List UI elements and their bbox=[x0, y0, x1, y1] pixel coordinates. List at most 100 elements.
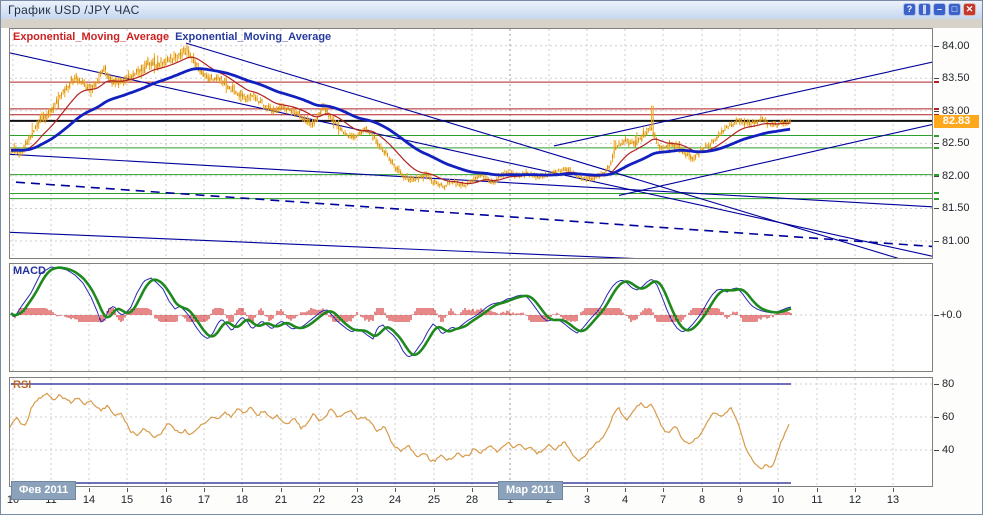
time-axis-tick bbox=[855, 488, 856, 492]
time-axis-tick bbox=[625, 488, 626, 492]
level-scale-tick bbox=[934, 81, 939, 84]
time-axis-tick bbox=[587, 488, 588, 492]
ema-slow-line bbox=[11, 67, 791, 177]
time-axis[interactable]: 10 11 14 15 16 17 18 21 22 23 24 25 28 1 2 3 4 7 8 9 10 11 12 1… bbox=[1, 481, 982, 514]
rsi-line bbox=[10, 392, 790, 470]
price-axis-label: 82.00 bbox=[942, 169, 970, 182]
time-axis-label: 21 bbox=[274, 494, 288, 506]
time-axis-tick bbox=[127, 488, 128, 492]
price-axis-tick bbox=[934, 241, 939, 242]
rsi-panel-label: RSI bbox=[13, 379, 32, 391]
rsi-axis-tick bbox=[934, 417, 939, 418]
time-axis-label: 24 bbox=[388, 494, 402, 506]
price-axis-tick bbox=[934, 208, 939, 210]
time-axis-tick bbox=[204, 488, 205, 492]
time-axis-label: 28 bbox=[465, 494, 479, 506]
time-axis-label: 2 bbox=[545, 494, 553, 506]
level-scale-tick bbox=[934, 192, 939, 195]
time-axis-tick bbox=[434, 488, 435, 492]
titlebar-pause-button[interactable]: ∥ bbox=[918, 3, 931, 16]
time-axis-tick bbox=[242, 488, 243, 492]
price-axis-tick bbox=[934, 143, 939, 145]
level-scale-tick bbox=[934, 107, 939, 110]
horizontal-level-lines bbox=[10, 81, 932, 200]
time-axis-label: 11 bbox=[811, 494, 823, 506]
time-axis-tick bbox=[89, 488, 90, 492]
time-axis-label: 15 bbox=[120, 494, 134, 506]
time-axis-tick bbox=[166, 488, 167, 492]
main-gridlines bbox=[10, 29, 932, 258]
macd-line bbox=[10, 266, 792, 358]
titlebar-buttons: ? ∥ – □ ✕ bbox=[903, 3, 976, 16]
time-axis-label: 11 bbox=[45, 494, 57, 506]
time-axis-label: 8 bbox=[698, 494, 706, 506]
time-axis-tick bbox=[817, 488, 818, 492]
price-axis-tick bbox=[934, 45, 939, 47]
time-axis-label: 25 bbox=[427, 494, 441, 506]
level-scale-tick bbox=[934, 197, 939, 200]
titlebar-maximize-button[interactable]: □ bbox=[948, 3, 961, 16]
titlebar-under-strip bbox=[1, 19, 982, 28]
time-axis-label: 1 bbox=[506, 494, 514, 506]
time-axis-tick bbox=[663, 488, 664, 492]
time-axis-tick bbox=[319, 488, 320, 492]
month-marker-feb: Фев 2011 bbox=[11, 481, 77, 500]
rsi-axis-tick bbox=[934, 384, 939, 385]
level-scale-tick bbox=[934, 173, 939, 176]
time-axis-label: 12 bbox=[848, 494, 862, 506]
level-scale-tick bbox=[934, 146, 939, 149]
macd-gridlines bbox=[10, 264, 932, 371]
time-axis-label: 14 bbox=[82, 494, 96, 506]
rsi-axis-tick bbox=[934, 450, 939, 451]
rsi-axis-label: 60 bbox=[942, 411, 955, 423]
window-title: График USD /JPY ЧАС bbox=[8, 3, 140, 17]
current-price-tag: 82.83 bbox=[934, 115, 979, 128]
time-axis-tick bbox=[702, 488, 703, 492]
titlebar-minimize-button[interactable]: – bbox=[933, 3, 946, 16]
rsi-indicator-chart[interactable] bbox=[9, 377, 933, 487]
title-bar[interactable]: График USD /JPY ЧАС ? ∥ – □ ✕ bbox=[1, 1, 982, 20]
time-axis-label: 3 bbox=[583, 494, 591, 506]
time-axis-label: 22 bbox=[312, 494, 326, 506]
price-axis-label: 83.50 bbox=[942, 72, 970, 85]
macd-signal-line bbox=[10, 266, 792, 357]
time-axis-tick bbox=[778, 488, 779, 492]
titlebar-help-button[interactable]: ? bbox=[903, 3, 916, 16]
titlebar-close-button[interactable]: ✕ bbox=[963, 3, 976, 16]
price-axis-label: 82.50 bbox=[942, 137, 970, 150]
price-axis-label: 81.00 bbox=[942, 235, 970, 247]
time-axis-tick bbox=[740, 488, 741, 492]
time-axis-label: 10 bbox=[771, 494, 785, 506]
price-axis-label: 84.00 bbox=[942, 39, 970, 52]
time-axis-label: 4 bbox=[621, 494, 629, 506]
price-axis-tick bbox=[934, 78, 939, 80]
level-scale-tick bbox=[934, 113, 939, 116]
price-axis-tick bbox=[934, 110, 939, 112]
macd-zero-tick bbox=[934, 315, 939, 316]
time-axis-label: 16 bbox=[159, 494, 173, 506]
price-axis-label: 81.50 bbox=[942, 202, 970, 215]
time-axis-tick bbox=[893, 488, 894, 492]
ema-label-blue: Exponential_Moving_Average bbox=[175, 31, 332, 43]
time-axis-label: 23 bbox=[350, 494, 364, 506]
ema-label-red: Exponential_Moving_Average bbox=[13, 31, 170, 43]
time-axis-label: 13 bbox=[886, 494, 900, 506]
time-axis-label: 7 bbox=[659, 494, 667, 506]
main-price-chart[interactable] bbox=[9, 28, 933, 259]
price-bars-bodies bbox=[10, 46, 791, 189]
price-bars-wicks bbox=[10, 44, 791, 191]
month-marker-mar: Мар 2011 bbox=[498, 481, 564, 500]
macd-zero-label: +0.0 bbox=[940, 309, 962, 321]
time-axis-label: 18 bbox=[235, 494, 249, 506]
time-axis-tick bbox=[472, 488, 473, 492]
time-axis-label: 17 bbox=[197, 494, 211, 506]
price-axis-label: 83.00 bbox=[942, 104, 970, 117]
time-axis-label: 9 bbox=[736, 494, 744, 506]
time-axis-tick bbox=[395, 488, 396, 492]
price-scale[interactable]: 84.00 83.50 83.00 82.50 82.00 81.50 81.00 +0.0 8… bbox=[934, 28, 982, 488]
rsi-axis-label: 40 bbox=[942, 444, 955, 456]
trendlines bbox=[10, 42, 932, 258]
macd-indicator-chart[interactable] bbox=[9, 263, 933, 372]
indicator-labels: Exponential_Moving_Average Exponential_Mo… bbox=[13, 31, 331, 43]
